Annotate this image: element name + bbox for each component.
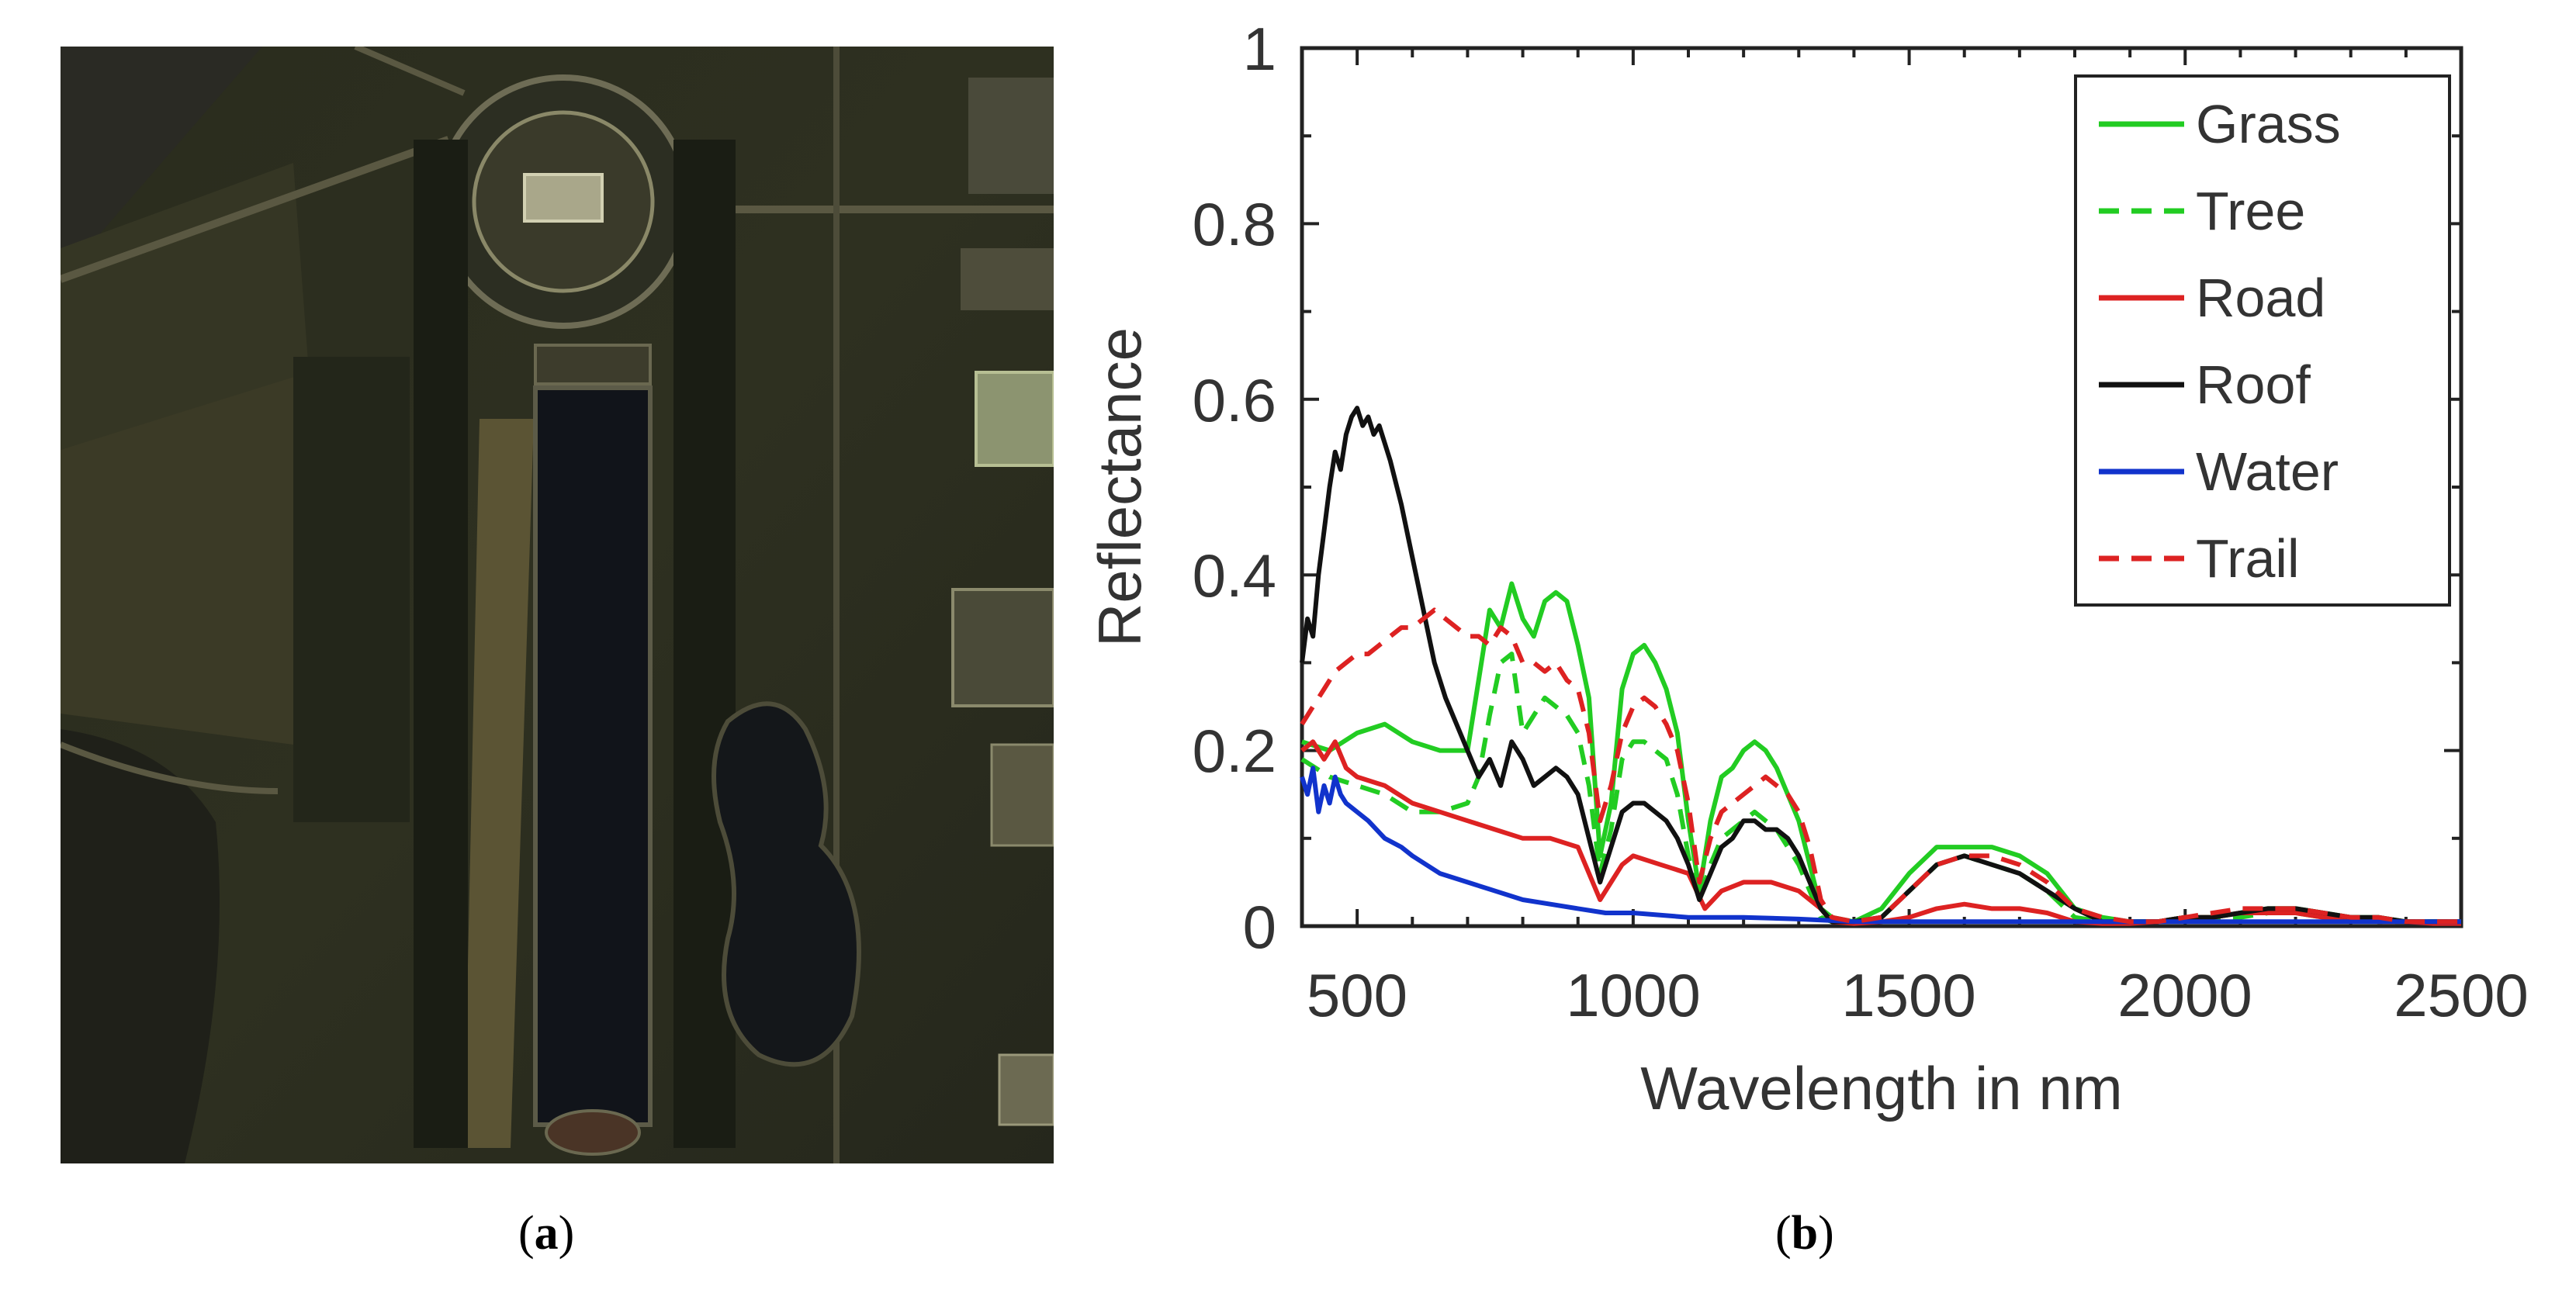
x-axis-label: Wavelength in nm [1640, 1054, 2122, 1122]
river-area [61, 47, 262, 279]
series-layer [1300, 406, 2461, 926]
building-4 [998, 1053, 1054, 1126]
y-tick-label: 0.4 [1193, 541, 1276, 610]
legend-item-trail: Trail [2099, 528, 2300, 589]
building-1 [975, 371, 1054, 467]
reflectance-chart: 0 0.2 0.4 0.6 0.8 1 500 1000 1500 2000 2… [1085, 15, 2529, 1122]
grass-field-2 [61, 163, 309, 450]
building-5 [961, 248, 1054, 310]
y-tick-label: 0 [1243, 893, 1276, 961]
aerial-image [61, 47, 1054, 1163]
pool-foot [545, 1109, 641, 1156]
x-tick-label: 2500 [2394, 961, 2529, 1029]
legend-item-road: Road [2099, 268, 2325, 328]
legend: Grass Tree Road Roof Water Trail [2074, 74, 2451, 607]
road-5 [61, 742, 279, 794]
legend-item-grass: Grass [2099, 94, 2341, 154]
legend-label-grass: Grass [2196, 94, 2341, 154]
reflecting-pool [533, 385, 653, 1127]
legend-item-tree: Tree [2099, 181, 2305, 241]
legend-label-road: Road [2196, 268, 2325, 328]
caption-a: (a) [518, 1207, 575, 1260]
pool-head [534, 344, 652, 385]
x-tick-label: 500 [1307, 961, 1407, 1029]
pond [712, 701, 861, 1067]
building-2 [951, 588, 1054, 707]
x-tick-labels: 500 1000 1500 2000 2500 [1307, 961, 2529, 1029]
caption-b-letter: b [1791, 1207, 1819, 1260]
legend-item-roof: Roof [2099, 354, 2311, 415]
memorial-building [523, 173, 604, 223]
road-1 [61, 136, 450, 283]
series-line-trail [1300, 607, 2461, 925]
y-tick-label: 0.6 [1193, 366, 1276, 434]
legend-item-water: Water [2099, 441, 2339, 502]
tidal-water [61, 729, 220, 1163]
y-axis-label: Reflectance [1085, 327, 1154, 647]
legend-label-trail: Trail [2196, 528, 2300, 589]
legend-label-tree: Tree [2196, 181, 2305, 241]
x-tick-label: 1500 [1841, 961, 1976, 1029]
y-tick-label: 0.2 [1193, 717, 1276, 785]
y-tick-label: 0.8 [1193, 190, 1276, 258]
caption-a-letter: a [534, 1207, 559, 1260]
legend-label-roof: Roof [2196, 354, 2311, 415]
legend-box [2074, 74, 2451, 607]
parking-lot [968, 78, 1054, 194]
building-3 [990, 743, 1054, 847]
tree-line-1 [414, 140, 468, 1148]
legend-label-water: Water [2196, 441, 2339, 502]
x-tick-label: 1000 [1566, 961, 1701, 1029]
dirt-path [464, 419, 534, 1148]
y-tick-label: 1 [1243, 15, 1276, 83]
tree-grove [293, 357, 410, 822]
y-tick-labels: 0 0.2 0.4 0.6 0.8 1 [1193, 15, 1276, 961]
caption-b: (b) [1775, 1207, 1834, 1260]
road-3 [354, 47, 466, 96]
grass-field [61, 372, 324, 745]
x-tick-label: 2000 [2117, 961, 2252, 1029]
